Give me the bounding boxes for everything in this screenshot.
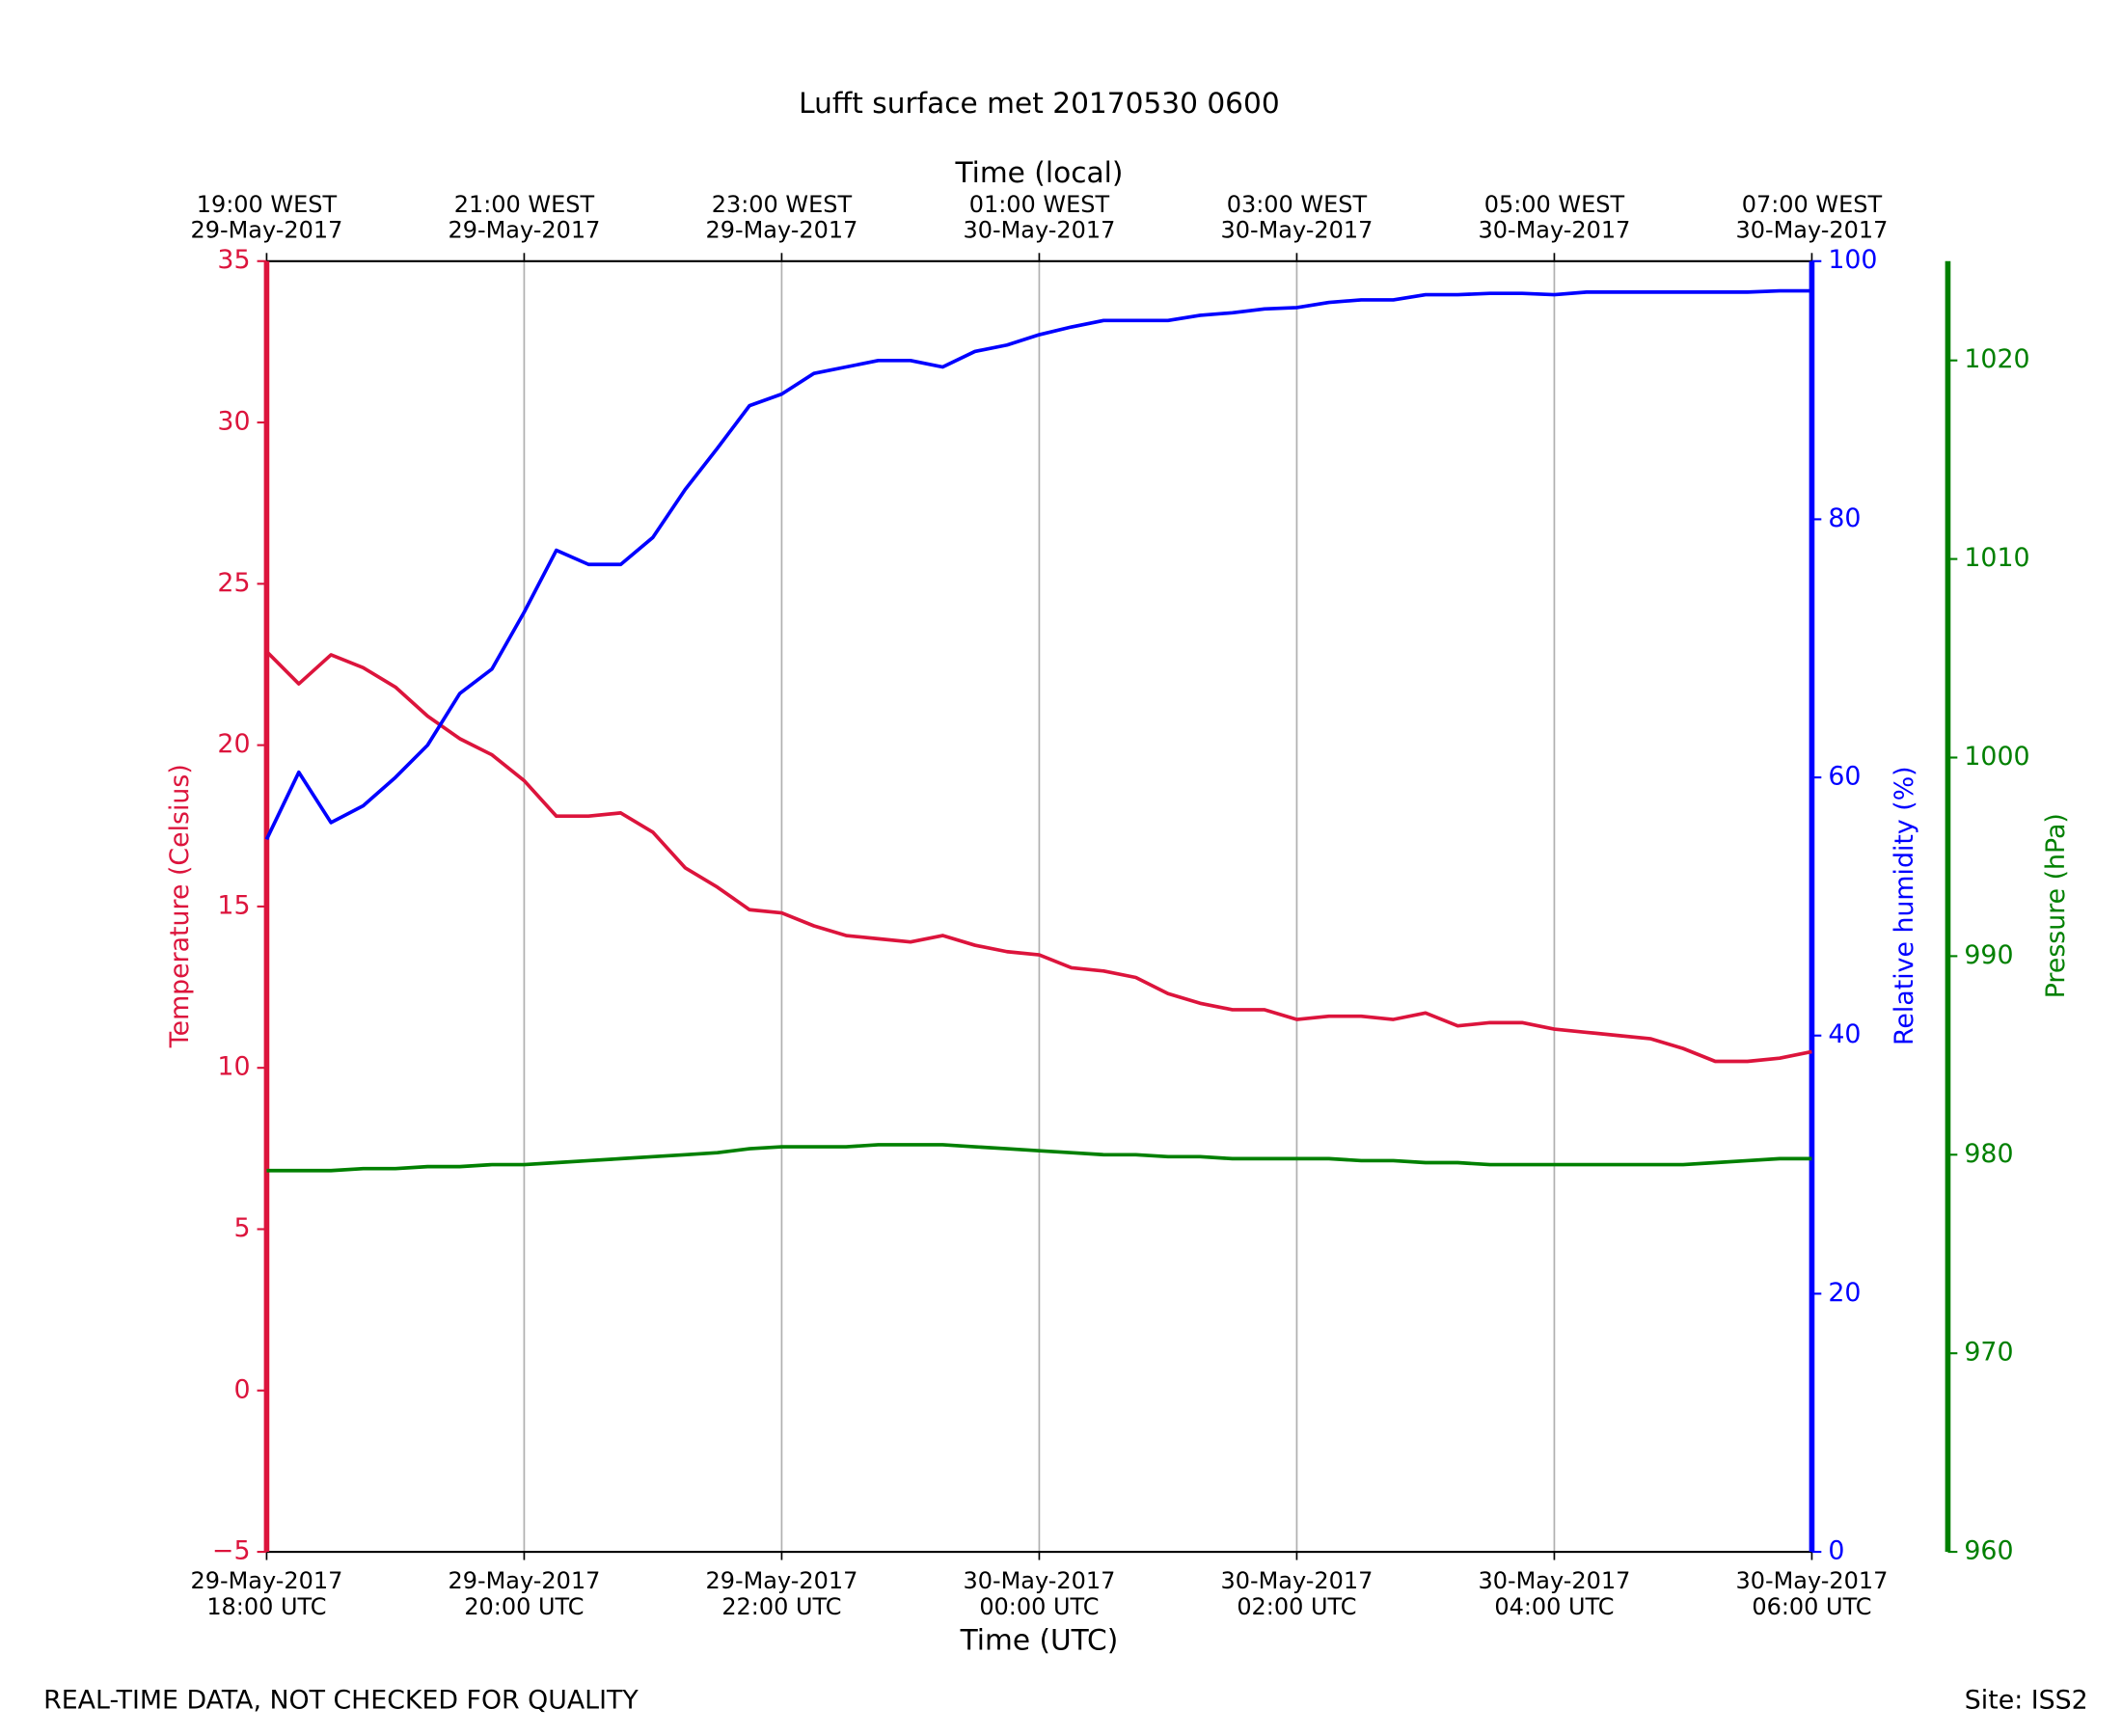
y-tick-label: 970: [1964, 1338, 2013, 1368]
x-tick-label: 30-May-2017: [1735, 1567, 1888, 1594]
y2-axis-title: Relative humidity (%): [1890, 766, 1919, 1045]
x-tick-label: 04:00 UTC: [1494, 1593, 1614, 1620]
top-tick-label: 30-May-2017: [963, 217, 1115, 244]
y-tick-label: 10: [217, 1052, 250, 1082]
y-tick-label: 990: [1964, 940, 2013, 970]
y-tick-label: 980: [1964, 1139, 2013, 1169]
y-tick-label: 15: [217, 890, 250, 920]
x-tick-label: 29-May-2017: [448, 1567, 600, 1594]
y-tick-label: 30: [217, 407, 250, 437]
footer-note: REAL-TIME DATA, NOT CHECKED FOR QUALITY: [43, 1686, 639, 1716]
y-tick-label: 20: [217, 729, 250, 759]
x-tick-label: 18:00 UTC: [206, 1593, 326, 1620]
top-tick-label: 05:00 WEST: [1484, 191, 1625, 218]
y-tick-label: 60: [1828, 762, 1861, 792]
y-tick-label: 0: [1828, 1536, 1844, 1566]
series-line: [265, 650, 1812, 1064]
y-tick-label: 1020: [1964, 344, 2029, 374]
x-tick-label: 29-May-2017: [705, 1567, 857, 1594]
y-tick-label: 0: [233, 1374, 250, 1404]
top-tick-label: 19:00 WEST: [197, 191, 338, 218]
site-label: Site: ISS2: [1965, 1686, 2088, 1716]
top-tick-label: 29-May-2017: [705, 217, 857, 244]
x-tick-label: 20:00 UTC: [464, 1593, 584, 1620]
y-tick-label: 20: [1828, 1278, 1861, 1308]
x-tick-label: 30-May-2017: [1220, 1567, 1373, 1594]
y-tick-label: 80: [1828, 503, 1861, 533]
top-tick-label: 29-May-2017: [190, 217, 342, 244]
chart-title: Lufft surface met 20170530 0600: [799, 87, 1280, 120]
y-tick-label: 25: [217, 568, 250, 598]
top-tick-label: 03:00 WEST: [1227, 191, 1368, 218]
top-tick-label: 29-May-2017: [448, 217, 600, 244]
top-tick-label: 21:00 WEST: [454, 191, 595, 218]
top-tick-label: 07:00 WEST: [1742, 191, 1883, 218]
y-tick-label: 960: [1964, 1536, 2013, 1566]
x-tick-label: 29-May-2017: [190, 1567, 342, 1594]
x-axis-title: Time (UTC): [960, 1624, 1119, 1657]
x-tick-label: 30-May-2017: [1478, 1567, 1630, 1594]
y-tick-label: 1010: [1964, 543, 2029, 573]
top-tick-label: 30-May-2017: [1220, 217, 1373, 244]
y-tick-label: 40: [1828, 1019, 1861, 1049]
y-tick-label: 35: [217, 245, 250, 275]
y-axis-title: Temperature (Celsius): [165, 764, 195, 1048]
top-tick-label: 30-May-2017: [1478, 217, 1630, 244]
y-tick-label: 100: [1828, 245, 1877, 275]
top-tick-label: 01:00 WEST: [969, 191, 1110, 218]
x-tick-label: 30-May-2017: [963, 1567, 1115, 1594]
y3-axis-title: Pressure (hPa): [2041, 813, 2071, 998]
x-tick-label: 22:00 UTC: [721, 1593, 841, 1620]
top-tick-label: 30-May-2017: [1735, 217, 1888, 244]
series-line: [264, 288, 1812, 841]
x-tick-label: 06:00 UTC: [1752, 1593, 1871, 1620]
y-tick-label: 1000: [1964, 742, 2029, 772]
top-axis-title: Time (local): [954, 156, 1123, 189]
top-tick-label: 23:00 WEST: [712, 191, 853, 218]
x-tick-label: 02:00 UTC: [1237, 1593, 1356, 1620]
x-tick-label: 00:00 UTC: [979, 1593, 1099, 1620]
y-tick-label: −5: [212, 1536, 250, 1566]
y-tick-label: 5: [233, 1213, 250, 1243]
series-line: [266, 1143, 1812, 1173]
